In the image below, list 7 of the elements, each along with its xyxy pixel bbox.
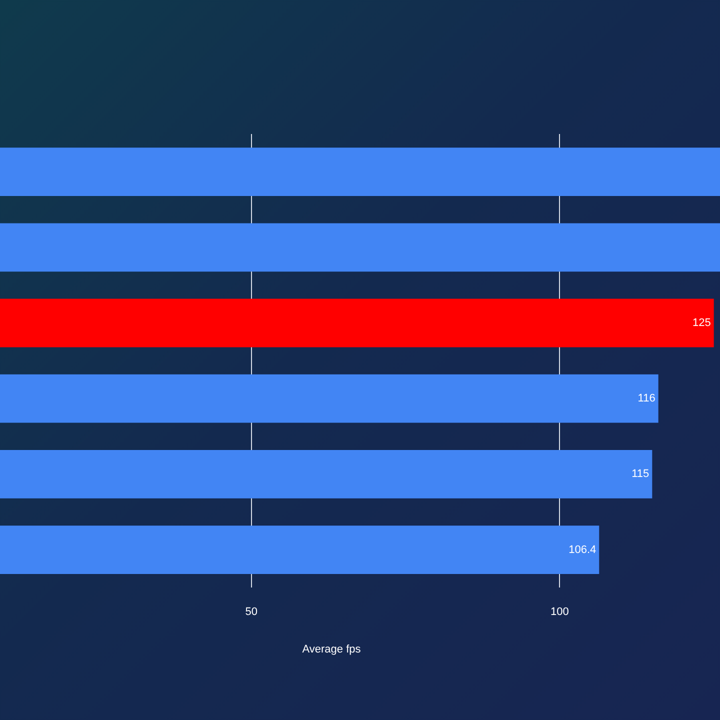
x-tick-label: 50	[245, 606, 258, 618]
x-tick-label: 100	[550, 606, 569, 618]
x-axis-title: Average fps	[302, 643, 362, 656]
data-label: 116	[638, 392, 656, 405]
data-label: 115	[632, 468, 650, 480]
data-label: 106.4	[568, 544, 596, 556]
data-label: 125	[692, 317, 711, 330]
